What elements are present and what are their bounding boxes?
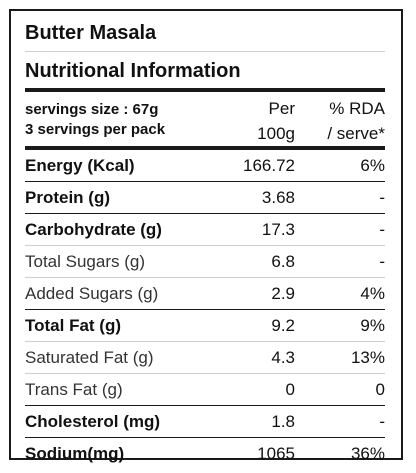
nutrient-per-100g: 3.68 [261,188,295,207]
table-row: Energy (Kcal) 166.72 6% [25,150,385,181]
nutrient-per-100g: 0 [285,380,295,399]
nutrient-name: Energy (Kcal) [25,156,135,175]
table-row: Total Fat (g) 9.2 9% [25,309,385,341]
nutrient-per-100g: 4.3 [271,348,295,367]
nutrient-rda: 6% [360,156,385,175]
nutrient-per-100g: 2.9 [271,284,295,303]
product-name: Butter Masala [25,11,385,52]
rda-header-line2: / serve* [327,124,385,143]
table-row: Cholesterol (mg) 1.8 - [25,405,385,437]
nutrient-name: Protein (g) [25,188,110,207]
nutrient-per-100g: 17.3 [261,220,295,239]
nutrient-rda: 13% [350,348,385,367]
nutrient-per-100g: 9.2 [271,316,295,335]
table-row: Added Sugars (g) 2.9 4% [25,277,385,309]
nutrition-heading: Nutritional Information [25,52,385,92]
table-row: Saturated Fat (g) 4.3 13% [25,341,385,373]
nutrient-name: Saturated Fat (g) [25,348,154,367]
nutrient-name: Total Fat (g) [25,316,121,335]
servings-per-pack: 3 servings per pack [25,121,166,138]
per-100g-header: Per 100g [257,96,295,146]
nutrient-per-100g: 1.8 [271,412,295,431]
rda-header: % RDA / serve* [327,96,385,146]
nutrient-per-100g: 1065 [257,444,295,463]
nutrient-name: Sodium(mg) [25,444,125,463]
serving-info: servings size : 67g 3 servings per pack [25,100,165,140]
table-row: Protein (g) 3.68 - [25,181,385,213]
serving-size: servings size : 67g [25,101,159,118]
nutrient-rda: - [379,188,385,207]
nutrition-label: Butter Masala Nutritional Information se… [9,9,403,463]
table-header: servings size : 67g 3 servings per pack … [25,92,385,150]
nutrient-rda: 4% [360,284,385,303]
nutrient-per-100g: 166.72 [243,156,295,175]
nutrient-rda: 0 [375,380,385,399]
nutrient-rda: - [379,412,385,431]
nutrient-name: Cholesterol (mg) [25,412,161,431]
nutrient-rda: 9% [360,316,385,335]
per-header-line2: 100g [257,124,295,143]
table-row: Carbohydrate (g) 17.3 - [25,213,385,245]
nutrient-per-100g: 6.8 [271,252,295,271]
nutrient-rda: - [379,220,385,239]
nutrient-name: Trans Fat (g) [25,380,123,399]
table-row: Trans Fat (g) 0 0 [25,373,385,405]
nutrient-rda: - [379,252,385,271]
table-row: Total Sugars (g) 6.8 - [25,245,385,277]
rda-header-line1: % RDA [329,99,385,118]
table-row: Sodium(mg) 1065 36% [25,437,385,469]
nutrient-rda: 36% [350,444,385,463]
nutrient-name: Total Sugars (g) [25,252,145,271]
nutrient-name: Carbohydrate (g) [25,220,162,239]
nutrient-name: Added Sugars (g) [25,284,159,303]
per-header-line1: Per [268,99,295,118]
